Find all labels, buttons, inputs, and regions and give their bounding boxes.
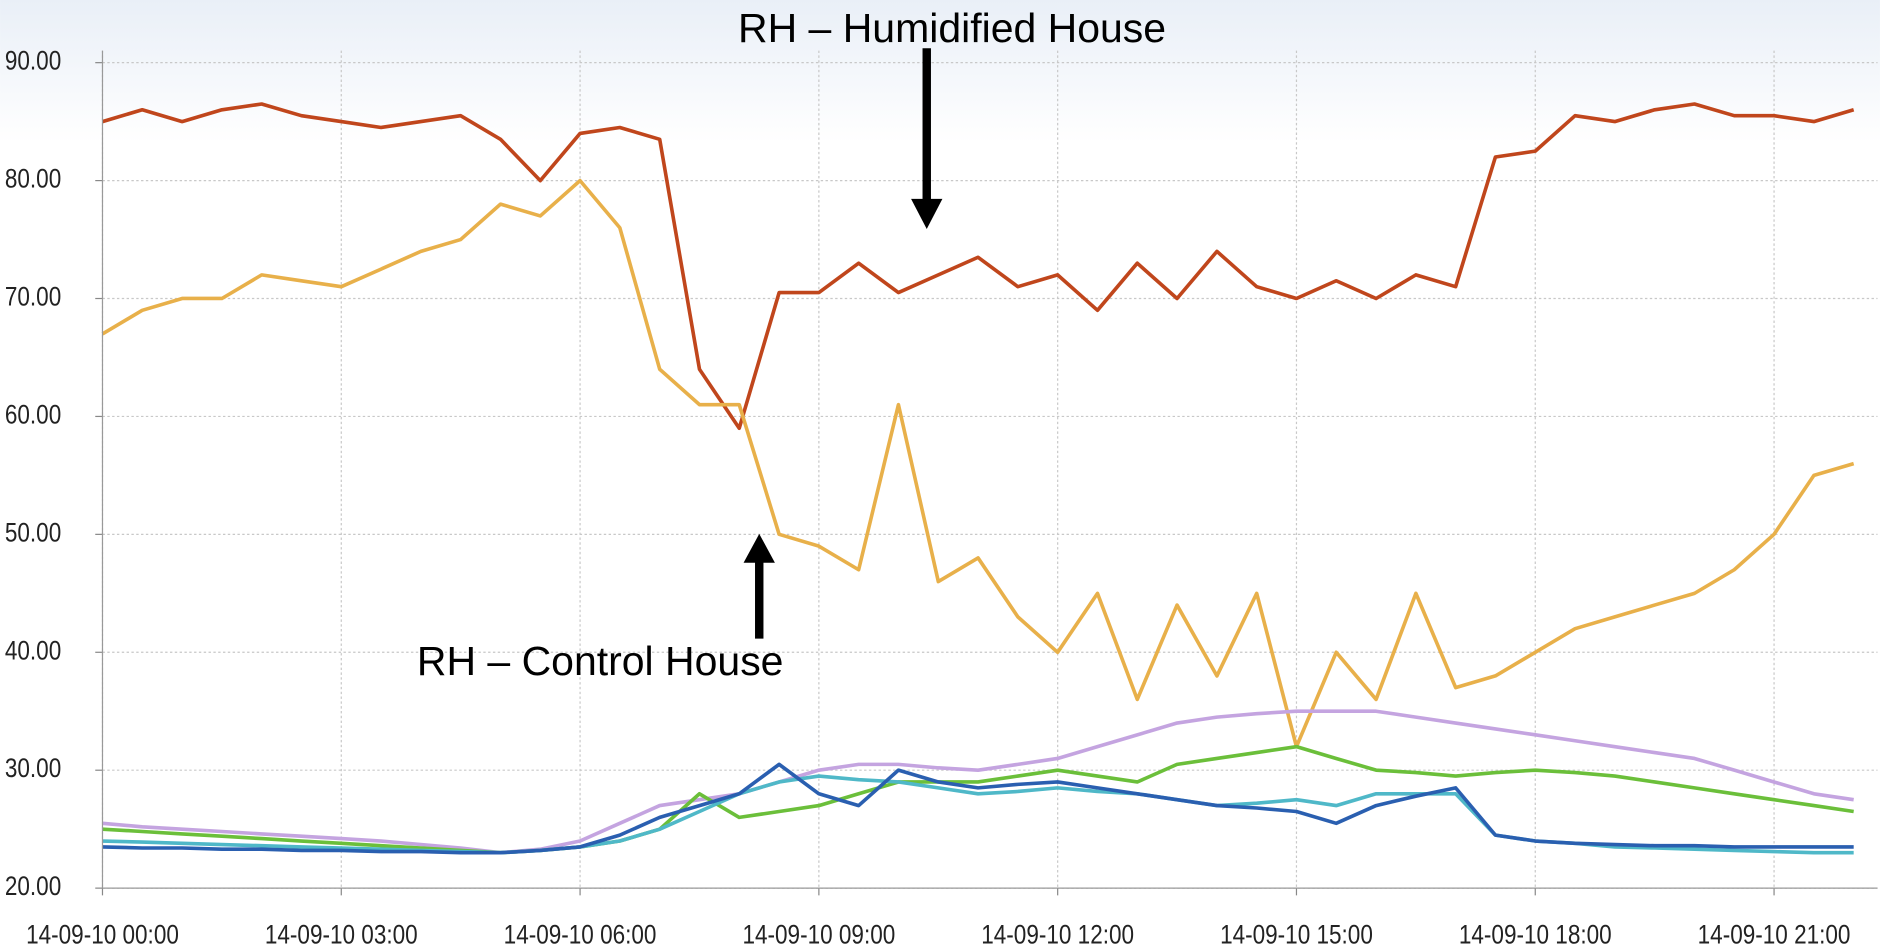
annotation-humidified: RH – Humidified House: [738, 5, 1166, 229]
series-line: [102, 762, 1854, 855]
annotation-text: RH – Control House: [417, 638, 784, 684]
axes: 20.00 30.00 40.00 50.00 60.00 70.00 80.00 90.00…: [5, 47, 1878, 950]
x-tick-label: 14-09-10 06:00: [504, 921, 657, 950]
x-tick-label: 14-09-10 09:00: [742, 921, 895, 950]
annotation-control: RH – Control House: [417, 533, 784, 684]
y-tick-label: 60.00: [5, 401, 61, 430]
x-tick-label: 14-09-10 03:00: [265, 921, 418, 950]
arrow-head: [743, 533, 775, 563]
y-tick-label: 40.00: [5, 637, 61, 666]
arrow-head: [911, 198, 943, 229]
series-line: [101, 178, 1855, 749]
y-tick-label: 90.00: [5, 47, 61, 76]
x-tick-label: 14-09-10 12:00: [981, 921, 1134, 950]
x-tick-label: 14-09-10 21:00: [1698, 921, 1851, 950]
y-tick-label: 50.00: [5, 519, 61, 548]
x-tick-label: 14-09-10 00:00: [26, 921, 179, 950]
y-tick-label: 80.00: [5, 165, 61, 194]
y-tick-label: 30.00: [5, 755, 61, 784]
annotation-text: RH – Humidified House: [738, 5, 1166, 51]
plot-lines: [101, 102, 1855, 855]
y-tick-label: 70.00: [5, 283, 61, 312]
series-line: [102, 744, 1854, 855]
series-line: [101, 102, 1855, 431]
x-tick-label: 14-09-10 15:00: [1220, 921, 1373, 950]
y-tick-label: 20.00: [5, 873, 61, 902]
series-line: [102, 709, 1854, 855]
x-tick-label: 14-09-10 18:00: [1459, 921, 1612, 950]
